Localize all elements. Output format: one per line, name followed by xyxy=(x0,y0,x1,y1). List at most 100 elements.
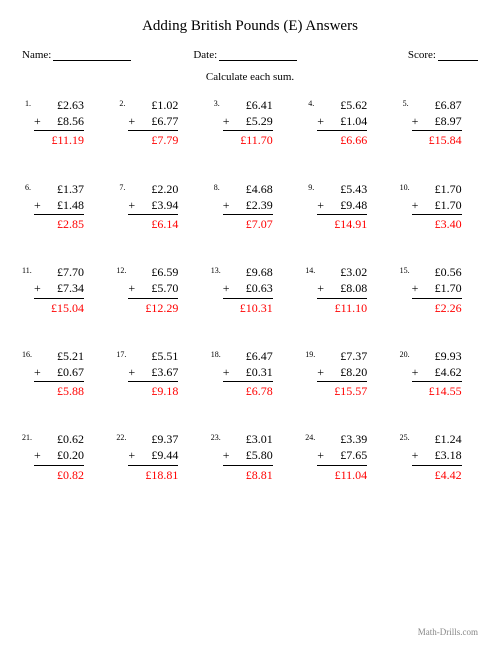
addend-bottom: £0.63 xyxy=(246,281,273,295)
addend-bottom-row: + £3.94 xyxy=(128,197,178,215)
answer: £4.42 xyxy=(412,466,462,483)
addend-bottom: £5.29 xyxy=(246,114,273,128)
answer: £6.78 xyxy=(223,382,273,399)
plus-sign: + xyxy=(34,447,41,463)
addend-bottom-row: + £8.08 xyxy=(317,280,367,298)
problem-number: 14. xyxy=(305,264,317,275)
answer: £9.18 xyxy=(128,382,178,399)
addend-bottom: £0.31 xyxy=(246,365,273,379)
problem-body: £5.62+ £1.04£6.66 xyxy=(317,97,367,149)
date-label: Date: xyxy=(193,49,217,61)
addend-top: £3.01 xyxy=(223,431,273,447)
instruction-text: Calculate each sum. xyxy=(22,71,478,83)
problem: 9.£5.43+ £9.48£14.91 xyxy=(305,181,383,233)
problem-body: £9.37+ £9.44£18.81 xyxy=(128,431,178,483)
plus-sign: + xyxy=(412,197,419,213)
addend-top: £7.37 xyxy=(317,348,367,364)
addend-bottom-row: + £4.62 xyxy=(412,364,462,382)
footer-text: Math-Drills.com xyxy=(418,627,478,637)
problem: 10.£1.70+ £1.70£3.40 xyxy=(400,181,478,233)
addend-top: £6.41 xyxy=(223,97,273,113)
addend-bottom-row: + £9.44 xyxy=(128,447,178,465)
problem: 8.£4.68+ £2.39£7.07 xyxy=(211,181,289,233)
addend-bottom: £4.62 xyxy=(435,365,462,379)
plus-sign: + xyxy=(34,197,41,213)
plus-sign: + xyxy=(317,113,324,129)
answer: £10.31 xyxy=(223,299,273,316)
problem: 18.£6.47+ £0.31£6.78 xyxy=(211,348,289,400)
addend-bottom-row: + £1.70 xyxy=(412,197,462,215)
addend-bottom-row: + £0.63 xyxy=(223,280,273,298)
addend-bottom: £1.48 xyxy=(57,198,84,212)
addend-top: £9.37 xyxy=(128,431,178,447)
problem-body: £9.68+ £0.63£10.31 xyxy=(223,264,273,316)
header-row: Name: Date: Score: xyxy=(22,49,478,61)
addend-bottom-row: + £0.20 xyxy=(34,447,84,465)
problem-body: £6.87+ £8.97£15.84 xyxy=(412,97,462,149)
addend-bottom-row: + £0.31 xyxy=(223,364,273,382)
plus-sign: + xyxy=(412,113,419,129)
problem-number: 15. xyxy=(400,264,412,275)
addend-top: £1.70 xyxy=(412,181,462,197)
addend-bottom-row: + £5.29 xyxy=(223,113,273,131)
problem-number: 5. xyxy=(400,97,412,108)
problem-number: 4. xyxy=(305,97,317,108)
plus-sign: + xyxy=(317,280,324,296)
problem: 25.£1.24+ £3.18£4.42 xyxy=(400,431,478,483)
addend-bottom: £5.70 xyxy=(151,281,178,295)
score-label: Score: xyxy=(408,49,436,61)
problem: 15.£0.56+ £1.70£2.26 xyxy=(400,264,478,316)
addend-top: £7.70 xyxy=(34,264,84,280)
plus-sign: + xyxy=(412,280,419,296)
answer: £11.10 xyxy=(317,299,367,316)
addend-bottom-row: + £3.67 xyxy=(128,364,178,382)
plus-sign: + xyxy=(34,280,41,296)
name-blank[interactable] xyxy=(53,51,131,61)
answer: £8.81 xyxy=(223,466,273,483)
plus-sign: + xyxy=(128,447,135,463)
problem-body: £5.51+ £3.67£9.18 xyxy=(128,348,178,400)
score-blank[interactable] xyxy=(438,51,478,61)
name-field: Name: xyxy=(22,49,131,61)
problem-number: 8. xyxy=(211,181,223,192)
problem: 13.£9.68+ £0.63£10.31 xyxy=(211,264,289,316)
problem: 11.£7.70+ £7.34£15.04 xyxy=(22,264,100,316)
addend-bottom: £0.67 xyxy=(57,365,84,379)
problem-body: £2.20+ £3.94£6.14 xyxy=(128,181,178,233)
answer: £12.29 xyxy=(128,299,178,316)
answer: £14.91 xyxy=(317,215,367,232)
addend-bottom-row: + £2.39 xyxy=(223,197,273,215)
problem-number: 22. xyxy=(116,431,128,442)
addend-top: £6.59 xyxy=(128,264,178,280)
problem: 22.£9.37+ £9.44£18.81 xyxy=(116,431,194,483)
plus-sign: + xyxy=(128,113,135,129)
addend-bottom: £1.04 xyxy=(340,114,367,128)
problem-body: £6.47+ £0.31£6.78 xyxy=(223,348,273,400)
addend-top: £6.47 xyxy=(223,348,273,364)
plus-sign: + xyxy=(223,447,230,463)
addend-top: £2.20 xyxy=(128,181,178,197)
problem: 4.£5.62+ £1.04£6.66 xyxy=(305,97,383,149)
answer: £15.84 xyxy=(412,131,462,148)
addend-top: £5.43 xyxy=(317,181,367,197)
plus-sign: + xyxy=(128,280,135,296)
date-field: Date: xyxy=(193,49,297,61)
date-blank[interactable] xyxy=(219,51,297,61)
plus-sign: + xyxy=(317,197,324,213)
problem: 12.£6.59+ £5.70 £12.29 xyxy=(116,264,194,316)
plus-sign: + xyxy=(412,364,419,380)
addend-bottom: £8.97 xyxy=(435,114,462,128)
addend-bottom-row: + £7.65 xyxy=(317,447,367,465)
problem-number: 12. xyxy=(116,264,128,275)
addend-bottom: £9.44 xyxy=(151,448,178,462)
problem-body: £0.62+ £0.20£0.82 xyxy=(34,431,84,483)
addend-bottom-row: + £7.34 xyxy=(34,280,84,298)
addend-bottom: £2.39 xyxy=(246,198,273,212)
addend-top: £5.51 xyxy=(128,348,178,364)
problem: 16.£5.21+ £0.67£5.88 xyxy=(22,348,100,400)
addend-top: £4.68 xyxy=(223,181,273,197)
problem: 23.£3.01+ £5.80£8.81 xyxy=(211,431,289,483)
score-field: Score: xyxy=(408,49,478,61)
answer: £14.55 xyxy=(412,382,462,399)
addend-bottom-row: + £0.67 xyxy=(34,364,84,382)
